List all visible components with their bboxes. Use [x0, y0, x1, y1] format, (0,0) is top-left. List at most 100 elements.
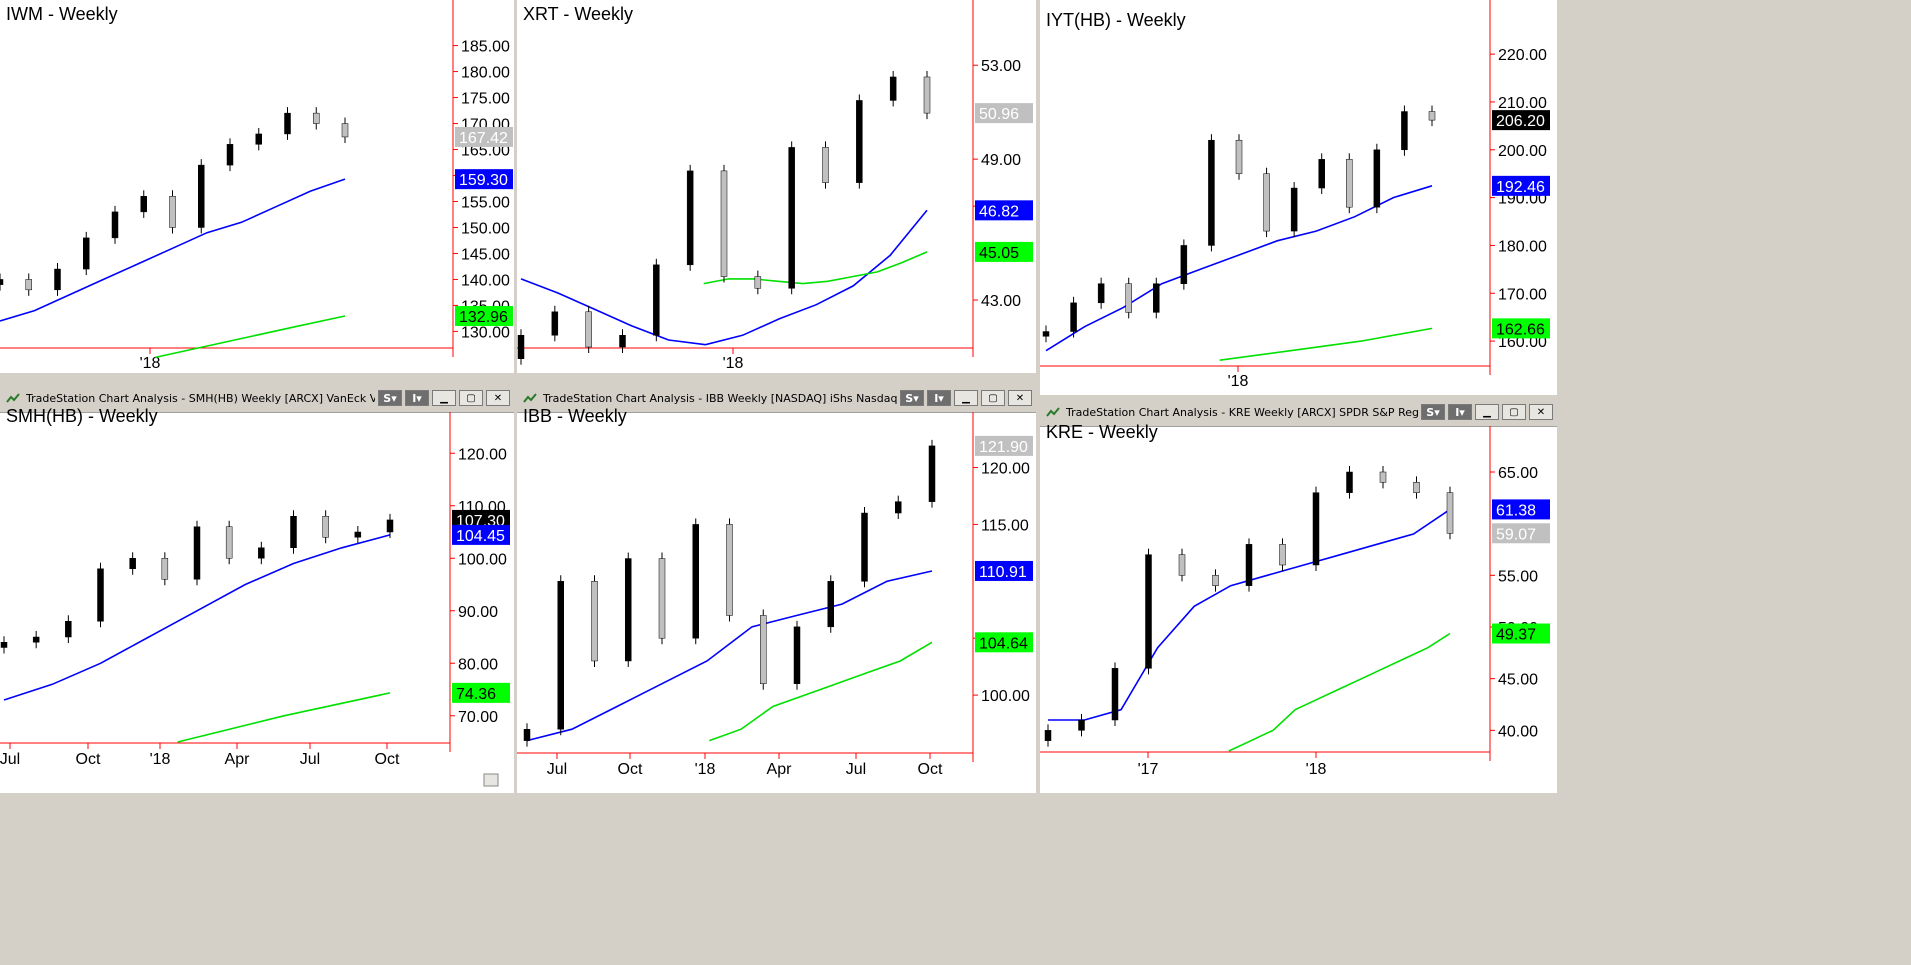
price-candle-body [1235, 139, 1243, 174]
symbol-menu-button[interactable]: S▾ [900, 390, 924, 406]
price-candle-body [619, 335, 626, 348]
price-candle-body [1401, 111, 1408, 151]
iwm-price-chart[interactable]: 185.00180.00175.00170.00165.00160.00155.… [0, 0, 514, 373]
price-candle-body [856, 100, 863, 183]
price-candle-body [54, 268, 61, 291]
price-candle-body [1078, 719, 1085, 731]
price-badge-label: 167.42 [459, 130, 508, 147]
price-candle-body [928, 445, 936, 502]
interval-menu-button[interactable]: I▾ [1448, 404, 1472, 420]
close-button[interactable]: ✕ [1008, 390, 1032, 406]
time-tick-label: Oct [375, 751, 400, 768]
price-candle-body [1379, 471, 1387, 483]
moving-average-line-green [155, 315, 346, 359]
price-candle-body [1346, 159, 1353, 208]
price-candle-body [726, 524, 733, 616]
price-candle-body [1245, 544, 1253, 586]
ibb-price-chart[interactable]: 120.00115.00105.00100.00JulOct'18AprJulO… [517, 412, 1036, 793]
price-candle-body [226, 144, 234, 166]
price-candle-body [658, 558, 666, 639]
symbol-menu-button[interactable]: S▾ [378, 390, 402, 406]
minimize-button[interactable]: ▁ [432, 390, 456, 406]
minimize-button[interactable]: ▁ [1475, 404, 1499, 420]
kre-price-chart[interactable]: 65.0055.0050.0045.0040.00'17'1861.3859.0… [1040, 426, 1557, 793]
price-candle-body [169, 196, 176, 228]
price-candle-body [225, 526, 233, 559]
minimize-button[interactable]: ▁ [954, 390, 978, 406]
price-candle-body [97, 568, 104, 622]
chart-app-icon [523, 392, 537, 404]
price-candle-body [322, 516, 329, 538]
price-candle-body [686, 170, 694, 266]
moving-average-line-green [1228, 632, 1451, 752]
price-tick-label: 100.00 [981, 688, 1030, 705]
price-candle-body [1446, 492, 1454, 534]
price-tick-label: 115.00 [981, 517, 1029, 534]
price-candle-body [129, 558, 136, 569]
price-tick-label: 100.00 [458, 551, 507, 568]
time-tick-label: '17 [1138, 761, 1159, 778]
price-candle-body [653, 264, 660, 336]
iyt-chart-panel: IYT(HB) - Weekly 220.00 210.00 200.00 190.0… [1040, 0, 1557, 395]
maximize-button[interactable]: ▢ [459, 390, 483, 406]
price-badge-bg [975, 632, 1033, 653]
price-candle-body [32, 636, 40, 643]
price-candle-body [1413, 482, 1420, 493]
price-badge-label: 61.38 [1496, 502, 1536, 519]
chart-title: IWM - Weekly [6, 4, 118, 24]
chart-title: IYT(HB) - Weekly [1046, 10, 1186, 30]
price-candle-body [258, 547, 265, 559]
interval-menu-button[interactable]: I▾ [405, 390, 429, 406]
xrt-chart-panel: XRT - Weekly 53.0049.0047.0043.00'1850.9… [517, 0, 1036, 373]
window-titlebar[interactable]: TradeStation Chart Analysis - SMH(HB) We… [0, 384, 514, 413]
window-titlebar[interactable]: TradeStation Chart Analysis - KRE Weekly… [1040, 398, 1557, 427]
time-tick-label: Jul [547, 761, 567, 778]
moving-average-line-blue [0, 178, 346, 322]
price-badge-label: 50.96 [979, 106, 1019, 123]
price-tick-label: 145.00 [461, 246, 510, 263]
close-button[interactable]: ✕ [486, 390, 510, 406]
time-tick-label: Oct [918, 761, 943, 778]
price-badge-bg [455, 126, 513, 147]
price-badge-label: 110.91 [979, 564, 1027, 581]
price-tick-label: 150.00 [461, 220, 510, 237]
price-badge-label: 74.36 [456, 686, 496, 703]
moving-average-line-green [1219, 327, 1433, 361]
window-titlebar[interactable]: TradeStation Chart Analysis - IBB Weekly… [517, 384, 1036, 413]
maximize-button[interactable]: ▢ [981, 390, 1005, 406]
price-tick-label: 220.00 [1498, 47, 1547, 64]
price-candle-body [1318, 159, 1325, 189]
price-candle-body [889, 76, 897, 101]
time-tick-label: '18 [723, 355, 744, 372]
price-badge-bg [975, 103, 1033, 124]
price-badge-label: 162.66 [1496, 321, 1545, 338]
interval-menu-button[interactable]: I▾ [927, 390, 951, 406]
price-tick-label: 65.00 [1498, 465, 1538, 482]
window-title: TradeStation Chart Analysis - IBB Weekly… [543, 391, 897, 405]
price-candle-body [0, 279, 4, 285]
chart-title: IBB - Weekly [523, 406, 627, 426]
price-candle-body [0, 642, 8, 648]
price-candle-body [161, 558, 169, 580]
price-candle-body [551, 311, 559, 336]
price-candle-body [111, 211, 119, 239]
iyt-price-chart[interactable]: 220.00210.00200.00190.00180.00170.00160.… [1040, 0, 1557, 395]
time-tick-label: '18 [140, 355, 161, 372]
price-badge-bg [1492, 523, 1550, 544]
symbol-menu-button[interactable]: S▾ [1421, 404, 1445, 420]
price-candle-body [1346, 471, 1353, 493]
close-button[interactable]: ✕ [1529, 404, 1553, 420]
price-candle-body [1373, 149, 1381, 208]
price-candle-body [1263, 173, 1270, 232]
price-candle-body [1097, 283, 1105, 304]
price-candle-body [341, 123, 349, 138]
price-candle-body [720, 170, 728, 277]
price-candle-body [198, 164, 205, 228]
price-candle-body [692, 524, 699, 639]
maximize-button[interactable]: ▢ [1502, 404, 1526, 420]
price-tick-label: 185.00 [461, 39, 510, 56]
price-candle-body [585, 311, 592, 348]
price-badge-label: 45.05 [979, 245, 1019, 262]
